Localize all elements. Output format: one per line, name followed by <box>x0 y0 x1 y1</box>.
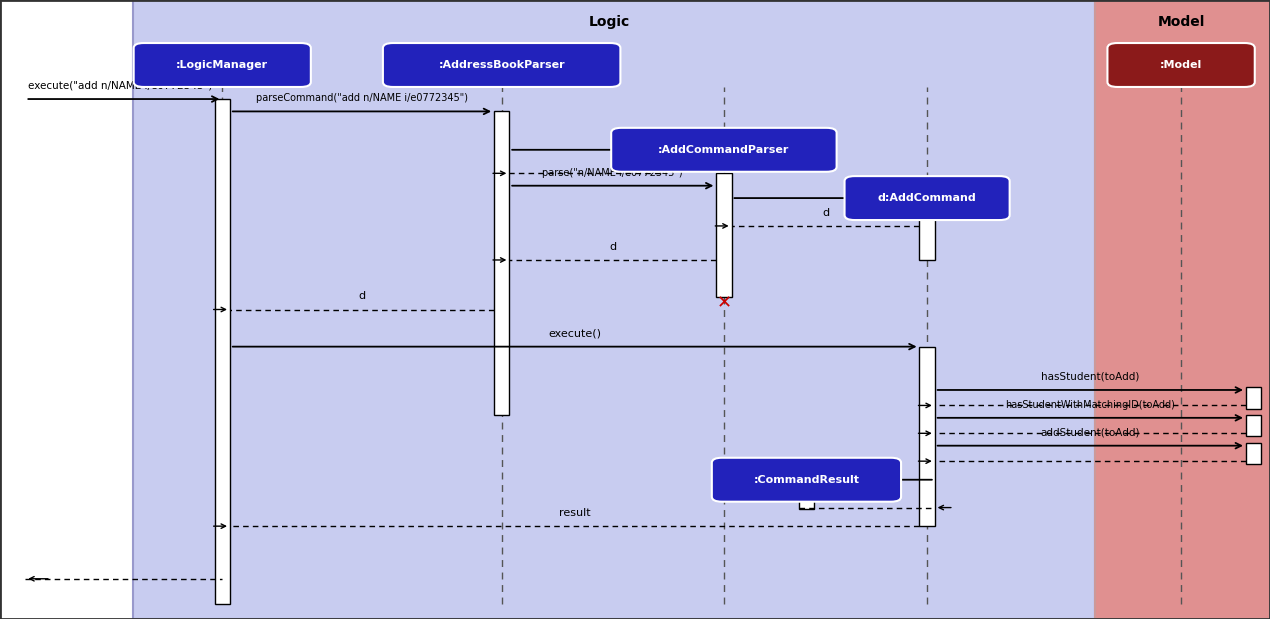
Text: :LogicManager: :LogicManager <box>177 60 268 70</box>
Text: d: d <box>610 242 616 252</box>
FancyBboxPatch shape <box>1107 43 1255 87</box>
Bar <box>1246 415 1261 436</box>
Text: d: d <box>358 292 366 301</box>
Bar <box>919 198 935 260</box>
Bar <box>215 99 230 604</box>
Text: execute(): execute() <box>549 329 601 339</box>
Bar <box>716 173 732 297</box>
FancyBboxPatch shape <box>845 176 1010 220</box>
Bar <box>1246 387 1261 409</box>
FancyBboxPatch shape <box>711 458 902 501</box>
Text: execute("add n/NAME i/e0772345"): execute("add n/NAME i/e0772345") <box>28 81 213 91</box>
Bar <box>1246 443 1261 464</box>
Text: Model: Model <box>1157 15 1205 30</box>
Text: addStudent(toAdd): addStudent(toAdd) <box>1040 428 1140 438</box>
Bar <box>133 0 1095 619</box>
Bar <box>799 480 814 509</box>
Text: d:AddCommand: d:AddCommand <box>878 193 977 203</box>
FancyBboxPatch shape <box>384 43 620 87</box>
Text: :AddCommandParser: :AddCommandParser <box>658 145 790 155</box>
Bar <box>0 0 133 619</box>
FancyBboxPatch shape <box>611 128 837 171</box>
Bar <box>919 347 935 526</box>
Bar <box>1095 0 1270 619</box>
Text: d: d <box>822 208 829 218</box>
Text: hasStudentWithMatchingID(toAdd): hasStudentWithMatchingID(toAdd) <box>1006 400 1175 410</box>
Text: parseCommand("add n/NAME i/e0772345"): parseCommand("add n/NAME i/e0772345") <box>257 93 467 103</box>
FancyBboxPatch shape <box>133 43 311 87</box>
Text: result: result <box>559 508 591 518</box>
Bar <box>494 111 509 415</box>
Text: :Model: :Model <box>1160 60 1203 70</box>
Text: hasStudent(toAdd): hasStudent(toAdd) <box>1041 372 1139 382</box>
Text: :AddressBookParser: :AddressBookParser <box>438 60 565 70</box>
Text: ✕: ✕ <box>716 294 732 313</box>
Text: :CommandResult: :CommandResult <box>753 475 860 485</box>
Text: parse("n/NAME i/e0772345"): parse("n/NAME i/e0772345") <box>542 168 683 178</box>
Text: Logic: Logic <box>589 15 630 30</box>
